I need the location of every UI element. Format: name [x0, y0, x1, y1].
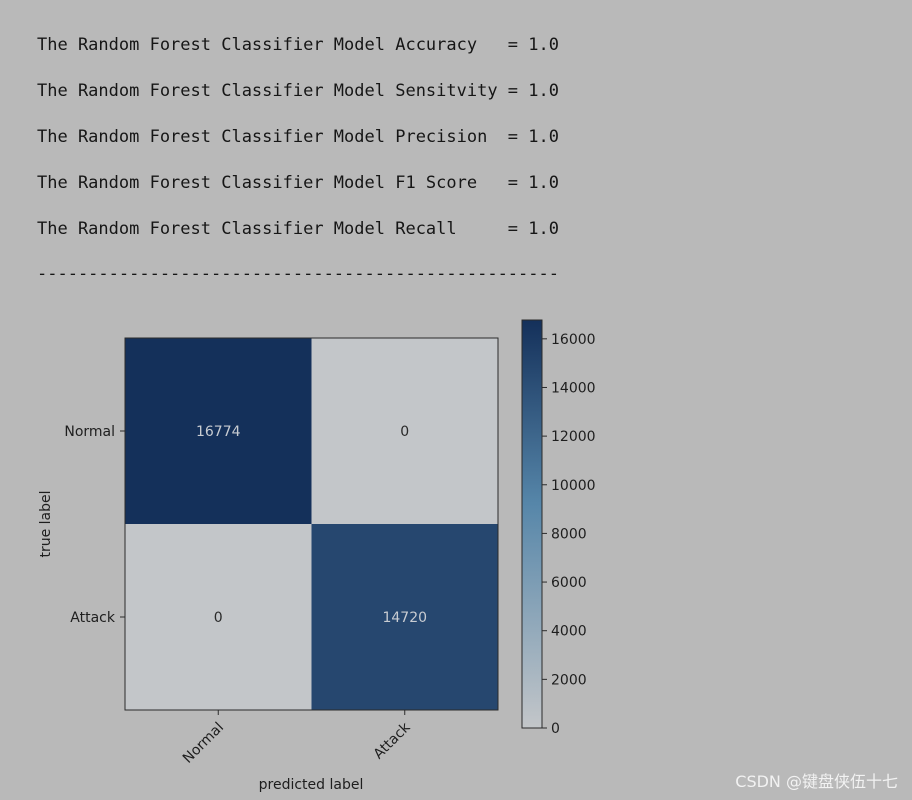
colorbar-tick-label: 14000 [551, 380, 596, 396]
x-tick-label: Attack [371, 719, 415, 763]
cell-value-label: 16774 [196, 424, 241, 440]
colorbar-tick-label: 10000 [551, 478, 596, 494]
metric-sensitivity-line: The Random Forest Classifier Model Sensi… [37, 81, 559, 101]
colorbar-tick-label: 2000 [551, 672, 587, 688]
metric-f1-line: The Random Forest Classifier Model F1 Sc… [37, 173, 559, 193]
cell-value-label: 0 [400, 424, 409, 440]
metric-accuracy-line: The Random Forest Classifier Model Accur… [37, 35, 559, 55]
heatmap-cell-0-0 [125, 338, 312, 524]
colorbar-gradient [521, 319, 543, 729]
heatmap-cells: 16774 0 0 14720 [125, 338, 498, 710]
heatmap-cell-1-1 [311, 524, 498, 710]
y-tick-label: Attack [70, 610, 116, 626]
y-axis-label: true label [38, 490, 54, 557]
watermark: CSDN @键盘侠伍十七 [735, 772, 898, 791]
metric-recall-line: The Random Forest Classifier Model Recal… [37, 219, 559, 239]
x-axis-label: predicted label [259, 777, 364, 793]
colorbar-tick-label: 12000 [551, 429, 596, 445]
heatmap-cell-0-1 [311, 338, 498, 524]
heatmap-cell-1-0 [125, 524, 312, 710]
y-tick-label: Normal [64, 424, 115, 440]
heatmap-frame [124, 337, 499, 711]
colorbar-tick-label: 16000 [551, 332, 596, 348]
separator-top: ----------------------------------------… [37, 0, 559, 4]
colorbar-tick-label: 6000 [551, 575, 587, 591]
metric-precision-line: The Random Forest Classifier Model Preci… [37, 127, 559, 147]
separator-bottom: ----------------------------------------… [37, 264, 559, 284]
cell-value-label: 0 [214, 610, 223, 626]
cell-value-label: 14720 [382, 610, 427, 626]
colorbar: 0 2000 4000 6000 8000 10000 12000 14000 16000 [521, 319, 596, 737]
x-tick-label: Normal [180, 720, 227, 767]
colorbar-tick-label: 4000 [551, 624, 587, 640]
colorbar-tick-label: 0 [551, 721, 560, 737]
colorbar-tick-label: 8000 [551, 526, 587, 542]
